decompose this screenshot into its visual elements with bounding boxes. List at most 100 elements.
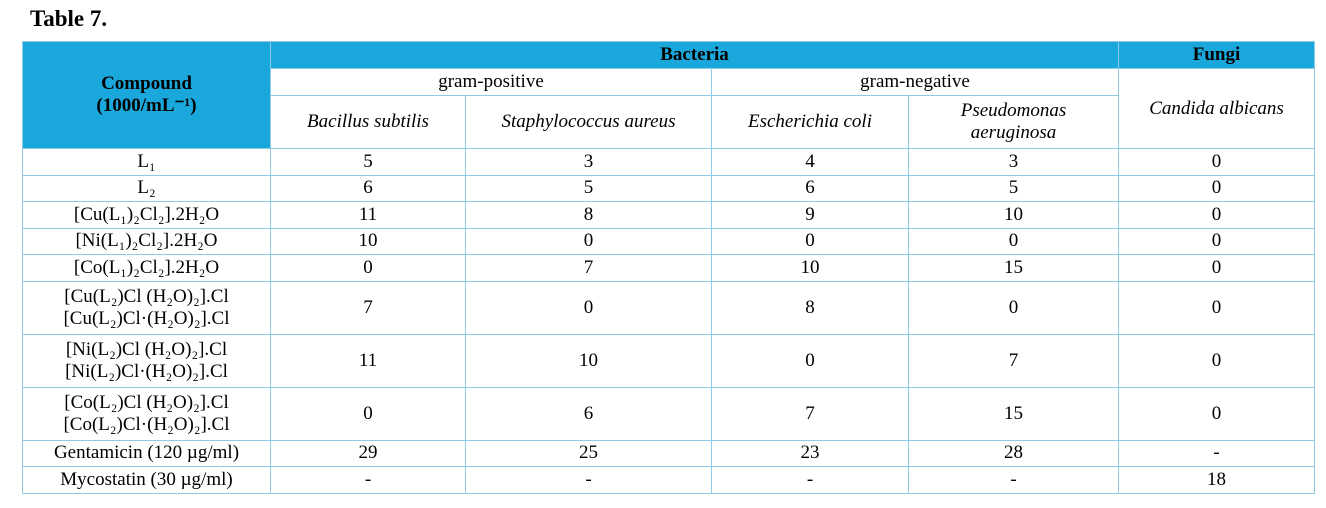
- value-cell: 10: [711, 254, 909, 282]
- value-cell: -: [907, 466, 1120, 494]
- compound-line: [Co(L₂)Cl·(H₂O)₂].Cl: [63, 413, 230, 435]
- compound-line: L₂: [137, 177, 156, 199]
- value-cell: 0: [1118, 174, 1316, 202]
- value-cell: 8: [465, 201, 712, 229]
- value-cell: 15: [907, 254, 1120, 282]
- header-row: Bacillus subtilis Staphylococcus aureus …: [23, 95, 1315, 149]
- value-cell: -: [270, 466, 466, 494]
- value-cell: 5: [907, 174, 1120, 202]
- value-cell: 9: [711, 201, 909, 229]
- value-cell: 0: [1118, 254, 1316, 282]
- value-cell: 0: [1118, 280, 1316, 335]
- value-cell: 0: [465, 280, 712, 335]
- value-cell: 11: [270, 201, 466, 229]
- value-cell: 6: [711, 174, 909, 202]
- value-cell: 7: [907, 333, 1120, 388]
- table-title: Table 7.: [30, 6, 108, 31]
- table: Compound (1000/mL⁻¹) Bacteria Fungi gram…: [22, 41, 1316, 494]
- compound-cell: L₂: [22, 174, 271, 202]
- group-header: gram-negative: [710, 68, 1120, 96]
- table-row: [Ni(L₁)₂Cl₂].2H₂O 10 0 0 0 0: [22, 227, 1316, 255]
- organism-header: Candida albicans: [1118, 68, 1316, 149]
- group-header: gram-positive: [270, 68, 712, 96]
- value-cell: 25: [465, 439, 712, 467]
- value-cell: -: [1118, 439, 1316, 467]
- value-cell: 0: [1118, 333, 1316, 388]
- fungi-header: Fungi: [1118, 41, 1316, 69]
- value-cell: -: [465, 466, 712, 494]
- value-cell: 0: [1118, 386, 1316, 441]
- compound-cell: Gentamicin (120 µg/ml): [22, 439, 271, 467]
- table-row: [Co(L₂)Cl (H₂O)₂].Cl [Co(L₂)Cl·(H₂O)₂].Cl…: [22, 386, 1316, 441]
- table-row: [Ni(L₂)Cl (H₂O)₂].Cl [Ni(L₂)Cl·(H₂O)₂].Cl…: [22, 333, 1316, 388]
- compound-cell: [Ni(L₁)₂Cl₂].2H₂O: [22, 227, 271, 255]
- table-row: L₁ 5 3 4 3 0: [22, 148, 1316, 176]
- table-row: [Co(L₁)₂Cl₂].2H₂O 0 7 10 15 0: [22, 254, 1316, 282]
- value-cell: 5: [465, 174, 712, 202]
- table-row: Mycostatin (30 µg/ml) - - - -18: [22, 466, 1316, 494]
- header-line: (1000/mL⁻¹): [96, 95, 197, 116]
- compound-cell: [Co(L₂)Cl (H₂O)₂].Cl [Co(L₂)Cl·(H₂O)₂].Cl: [22, 386, 271, 441]
- value-cell: 4: [711, 148, 909, 176]
- table-row: Gentamicin (120 µg/ml) 29 25 23 28-: [22, 439, 1316, 467]
- compound-cell: [Co(L₁)₂Cl₂].2H₂O: [22, 254, 271, 282]
- value-cell: 0: [1118, 201, 1316, 229]
- value-cell: 7: [711, 386, 909, 441]
- compound-line: Gentamicin (120 µg/ml): [53, 442, 240, 464]
- value-cell: 6: [465, 386, 712, 441]
- compound-line: [Ni(L₂)Cl·(H₂O)₂].Cl: [65, 360, 228, 382]
- compound-line: [Ni(L₂)Cl (H₂O)₂].Cl: [65, 338, 228, 360]
- header-line: Compound: [101, 73, 192, 94]
- value-cell: 8: [711, 280, 909, 335]
- value-cell: 0: [270, 254, 466, 282]
- value-cell: 18: [1118, 466, 1316, 494]
- compound-cell: Mycostatin (30 µg/ml): [22, 466, 271, 494]
- value-cell: 7: [465, 254, 712, 282]
- value-cell: 23: [711, 439, 909, 467]
- value-cell: 0: [711, 333, 909, 388]
- compound-line: [Co(L₂)Cl (H₂O)₂].Cl: [64, 391, 229, 413]
- header-row: gram-positive gram-negative Candida albi…: [23, 68, 1316, 149]
- organism-header: Pseudomonas aeruginosa: [907, 95, 1120, 149]
- value-cell: 3: [907, 148, 1120, 176]
- compound-line: Mycostatin (30 µg/ml): [60, 468, 233, 490]
- value-cell: 10: [465, 333, 712, 388]
- value-cell: 10: [907, 201, 1120, 229]
- table-row: [Cu(L₂)Cl (H₂O)₂].Cl [Cu(L₂)Cl·(H₂O)₂].Cl…: [22, 280, 1316, 335]
- value-cell: 0: [711, 227, 909, 255]
- header-row: Compound (1000/mL⁻¹) Bacteria Fungi: [22, 41, 1316, 149]
- compound-line: [Cu(L₁)₂Cl₂].2H₂O: [73, 203, 220, 225]
- value-cell: -: [711, 466, 909, 494]
- value-cell: 15: [907, 386, 1120, 441]
- organism-header: Escherichia coli: [711, 95, 909, 149]
- value-cell: 29: [270, 439, 466, 467]
- value-cell: 0: [465, 227, 712, 255]
- compound-cell: [Cu(L₁)₂Cl₂].2H₂O: [22, 201, 271, 229]
- table-row: [Cu(L₁)₂Cl₂].2H₂O 11 8 9 10 0: [22, 201, 1316, 229]
- value-cell: 7: [270, 280, 466, 335]
- value-cell: 0: [270, 386, 466, 441]
- compound-line: L₁: [137, 150, 156, 172]
- value-cell: 6: [270, 174, 466, 202]
- compound-cell: [Cu(L₂)Cl (H₂O)₂].Cl [Cu(L₂)Cl·(H₂O)₂].Cl: [22, 280, 271, 335]
- table-row: L₂ 6 5 6 5 0: [22, 174, 1316, 202]
- value-cell: 28: [907, 439, 1120, 467]
- compound-cell: L₁: [22, 148, 271, 176]
- compound-line: [Ni(L₁)₂Cl₂].2H₂O: [75, 230, 218, 252]
- compound-header: Compound (1000/mL⁻¹): [22, 41, 271, 149]
- value-cell: 0: [1118, 227, 1316, 255]
- value-cell: 3: [465, 148, 712, 176]
- value-cell: 10: [270, 227, 466, 255]
- value-cell: 0: [907, 280, 1120, 335]
- value-cell: 11: [270, 333, 466, 388]
- value-cell: 0: [907, 227, 1120, 255]
- compound-line: [Cu(L₂)Cl (H₂O)₂].Cl: [64, 285, 229, 307]
- organism-header: Bacillus subtilis: [270, 95, 466, 149]
- compound-line: [Co(L₁)₂Cl₂].2H₂O: [73, 256, 220, 278]
- compound-cell: [Ni(L₂)Cl (H₂O)₂].Cl [Ni(L₂)Cl·(H₂O)₂].Cl: [22, 333, 271, 388]
- compound-line: [Cu(L₂)Cl·(H₂O)₂].Cl: [63, 307, 230, 329]
- value-cell: 0: [1118, 148, 1316, 176]
- value-cell: 5: [270, 148, 466, 176]
- bacteria-header: Bacteria: [269, 41, 1120, 69]
